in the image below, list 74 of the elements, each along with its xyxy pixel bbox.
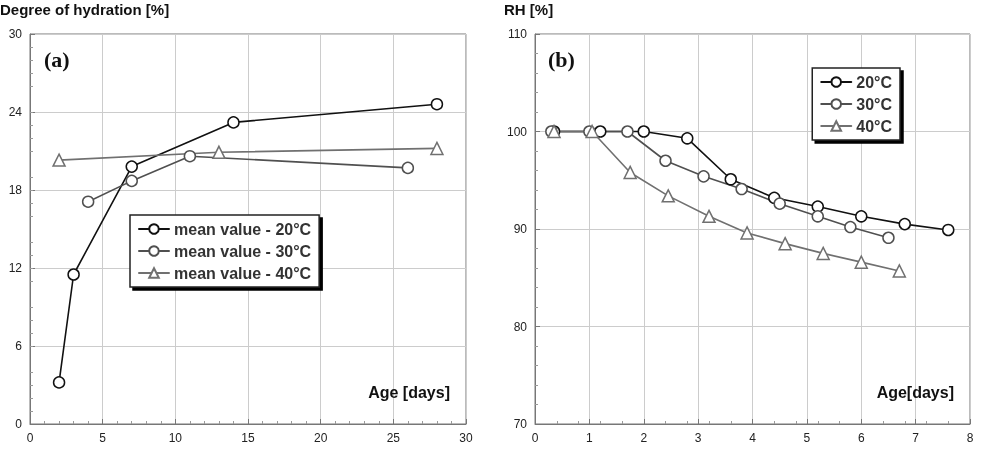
point: [637, 125, 651, 138]
legend-label: 20°C: [856, 73, 893, 91]
point: [773, 197, 786, 210]
x-axis-title: Age [days]: [368, 383, 450, 401]
legend-label: mean value - 40°C: [174, 264, 312, 282]
point: [811, 200, 825, 213]
point: [844, 220, 857, 234]
point: [702, 209, 716, 224]
x-tick-label: 15: [241, 431, 255, 445]
point: [816, 246, 830, 261]
point: [882, 231, 895, 245]
point: [854, 255, 869, 269]
x-tick-label: 6: [857, 431, 865, 445]
point: [52, 153, 66, 167]
y-tick-label: 0: [15, 417, 23, 431]
y-tick-label: 110: [507, 27, 528, 41]
point: [430, 97, 444, 111]
x-tick-label: 4: [749, 431, 757, 445]
y-tick-label: 24: [8, 105, 23, 119]
x-tick-label: 0: [531, 431, 539, 445]
point: [212, 145, 226, 160]
x-tick-label: 20: [313, 431, 328, 445]
point: [855, 210, 868, 223]
y-axis-title: Degree of hydration [%]: [0, 1, 170, 18]
y-tick-label: 70: [513, 417, 528, 431]
point: [942, 223, 955, 237]
point: [621, 125, 634, 138]
point: [125, 160, 138, 173]
point: [811, 210, 825, 223]
x-tick-label: 1: [586, 431, 594, 445]
x-tick-label: 10: [168, 431, 183, 445]
point: [659, 154, 672, 167]
point: [724, 173, 738, 186]
y-axis-title: RH [%]: [504, 1, 554, 18]
point: [892, 264, 907, 278]
y-tick-label: 100: [506, 124, 528, 139]
x-tick-label: 0: [26, 431, 34, 445]
y-tick-label: 90: [513, 222, 528, 236]
point: [681, 132, 694, 145]
point: [183, 149, 197, 163]
legend-label: 30°C: [856, 95, 893, 113]
point: [778, 236, 792, 251]
legend-label: mean value - 20°C: [174, 220, 312, 238]
x-tick-label: 8: [966, 431, 974, 445]
y-tick-label: 80: [513, 319, 528, 334]
point: [740, 226, 754, 240]
point: [67, 268, 80, 281]
legend-label: 40°C: [856, 117, 893, 135]
x-tick-label: 30: [459, 431, 473, 445]
y-tick-label: 6: [15, 339, 23, 353]
point: [227, 116, 240, 129]
point: [430, 141, 444, 156]
y-tick-label: 12: [8, 261, 23, 275]
x-tick-label: 5: [99, 431, 107, 445]
x-tick-label: 3: [694, 431, 702, 445]
point: [898, 217, 911, 231]
point: [697, 170, 710, 183]
x-axis-title: Age[days]: [876, 383, 955, 401]
point: [623, 165, 637, 180]
point: [401, 161, 415, 175]
annotation: (a): [44, 46, 70, 72]
point: [81, 195, 95, 208]
x-tick-label: 7: [912, 431, 920, 445]
annotation: (b): [548, 46, 575, 72]
point: [661, 189, 675, 203]
y-tick-label: 18: [8, 183, 23, 197]
x-tick-label: 5: [803, 431, 811, 445]
x-tick-label: 2: [640, 431, 648, 445]
point: [52, 376, 66, 389]
point: [125, 174, 138, 188]
legend-label: mean value - 30°C: [174, 242, 312, 260]
y-tick-label: 30: [8, 27, 23, 41]
point: [735, 182, 748, 196]
x-tick-label: 25: [386, 431, 401, 445]
